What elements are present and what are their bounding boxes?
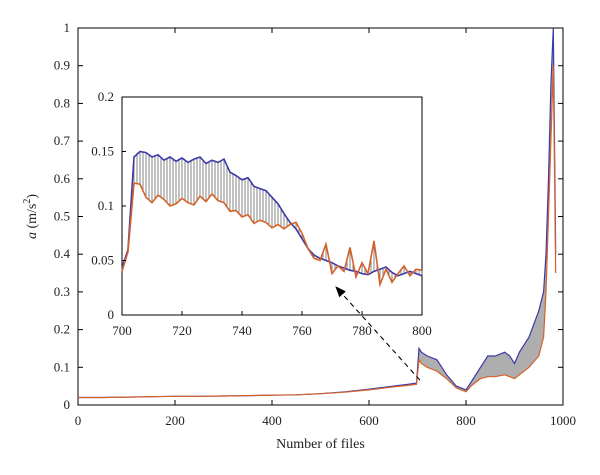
main-x-tick-label: 0 <box>75 413 82 428</box>
main-y-tick-label: 0.3 <box>54 284 70 299</box>
main-y-tick-label: 0.8 <box>54 95 70 110</box>
main-x-tick-label: 800 <box>456 413 476 428</box>
inset-x-tick-label: 760 <box>292 323 312 338</box>
inset-y-tick-label: 0.1 <box>98 198 114 213</box>
main-x-tick-label: 600 <box>359 413 379 428</box>
main-x-tick-label: 200 <box>165 413 185 428</box>
inset-x-tick-label: 720 <box>172 323 192 338</box>
inset-y-tick-label: 0.2 <box>98 89 114 104</box>
inset-series-line-1 <box>121 182 423 288</box>
main-fill-between <box>78 28 556 398</box>
inset-x-tick-label: 740 <box>232 323 252 338</box>
main-y-tick-label: 0.2 <box>54 322 70 337</box>
inset-x-tick-label: 800 <box>412 323 432 338</box>
inset-x-tick-label: 700 <box>112 323 132 338</box>
main-x-tick-label: 1000 <box>550 413 576 428</box>
zoom-arrow <box>335 286 421 381</box>
main-y-tick-label: 0.9 <box>54 58 70 73</box>
main-y-tick-label: 0.7 <box>54 133 71 148</box>
main-y-tick-label: 0.1 <box>54 359 70 374</box>
inset-x-tick-label: 780 <box>352 323 372 338</box>
inset-y-tick-label: 0 <box>108 307 115 322</box>
inset-series-line-0 <box>121 150 423 277</box>
main-y-tick-label: 0.4 <box>54 246 71 261</box>
main-y-tick-label: 1 <box>64 20 71 35</box>
main-y-tick-label: 0.5 <box>54 209 70 224</box>
inset-y-tick-label: 0.15 <box>91 144 114 159</box>
inset-y-tick-label: 0.05 <box>91 253 114 268</box>
y-axis-label: a (m/s2) <box>22 194 40 239</box>
main-y-tick-label: 0 <box>64 397 71 412</box>
main-x-tick-label: 400 <box>262 413 282 428</box>
x-axis-label: Number of files <box>276 437 365 452</box>
main-series-line-1 <box>78 65 557 399</box>
main-y-tick-label: 0.6 <box>54 171 71 186</box>
